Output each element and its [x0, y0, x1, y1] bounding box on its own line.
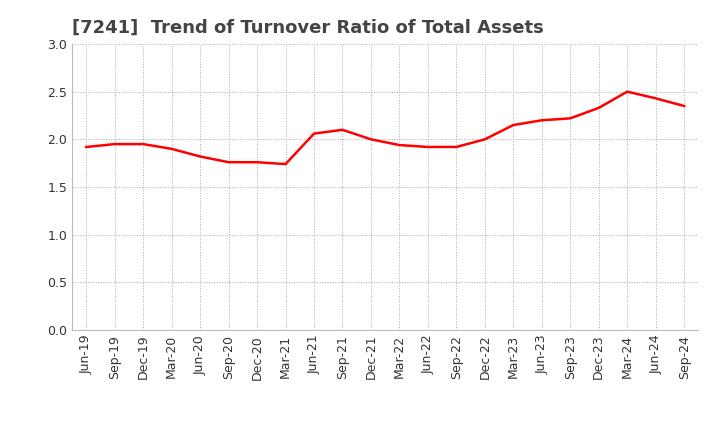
- Text: [7241]  Trend of Turnover Ratio of Total Assets: [7241] Trend of Turnover Ratio of Total …: [72, 19, 544, 37]
